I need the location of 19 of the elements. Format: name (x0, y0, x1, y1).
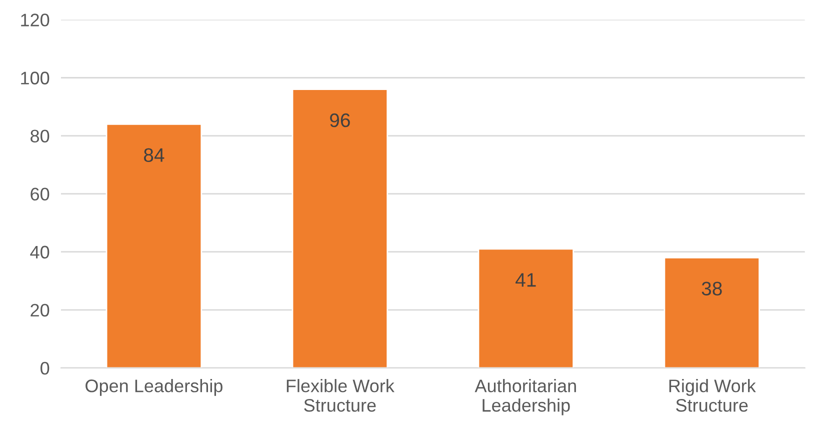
y-tick-label: 100 (21, 72, 50, 84)
bar (478, 248, 574, 368)
bar (292, 88, 388, 368)
y-tick-label: 120 (21, 14, 50, 26)
y-tick-label: 80 (30, 130, 50, 142)
data-label: 41 (516, 273, 536, 287)
y-tick-label: 60 (30, 188, 50, 201)
x-tick-label: Authoritarian Leadership (474, 379, 576, 416)
y-tick-label: 40 (30, 246, 50, 259)
bar (106, 123, 202, 368)
y-tick-label: 0 (40, 362, 50, 375)
data-label: 38 (702, 282, 722, 296)
y-tick-label: 20 (30, 304, 50, 317)
x-tick-label: Rigid Work Structure (669, 379, 756, 412)
x-tick-label: Flexible Work Structure (286, 379, 394, 412)
data-label: 96 (330, 113, 350, 128)
bar (664, 256, 760, 368)
data-label: 84 (144, 148, 164, 162)
x-tick-label: Open Leadership (86, 379, 222, 396)
